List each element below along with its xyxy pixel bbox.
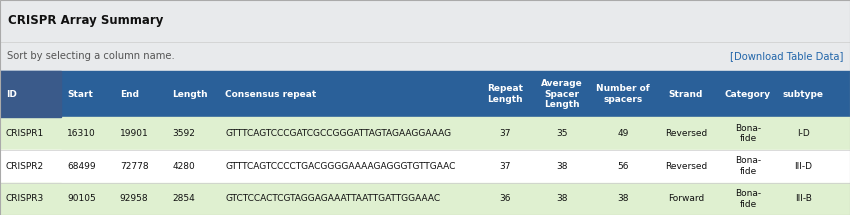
Text: End: End [120,90,139,98]
Text: III-B: III-B [795,194,812,203]
Text: GTTTCAGTCCCGATCGCCGGGATTAGTAGAAGGAAAG: GTTTCAGTCCCGATCGCCGGGATTAGTAGAAGGAAAG [225,129,451,138]
Text: 19901: 19901 [120,129,149,138]
Text: 3592: 3592 [173,129,196,138]
Text: 36: 36 [499,194,511,203]
Bar [0,183,61,215]
Text: Sort by selecting a column name.: Sort by selecting a column name. [7,51,174,61]
Text: Repeat
Length: Repeat Length [487,84,523,104]
Text: 38: 38 [556,194,568,203]
Text: 38: 38 [556,162,568,171]
Bar [0,117,61,150]
Bar [0,71,61,117]
Text: CRISPR3: CRISPR3 [6,194,44,203]
Text: 37: 37 [499,162,511,171]
Text: Average
Spacer
Length: Average Spacer Length [541,79,583,109]
Text: Reversed: Reversed [665,162,707,171]
Bar [0,183,850,215]
Text: 2854: 2854 [173,194,196,203]
Text: 4280: 4280 [173,162,196,171]
Text: 56: 56 [617,162,629,171]
Bar [0,71,850,117]
Bar [0,0,850,71]
Text: Bona-
fide: Bona- fide [735,157,761,176]
Bar [0,150,61,183]
Text: Start: Start [67,90,93,98]
Text: Length: Length [173,90,208,98]
Bar [0,117,850,150]
Text: 68499: 68499 [67,162,96,171]
Text: 92958: 92958 [120,194,149,203]
Text: CRISPR1: CRISPR1 [6,129,44,138]
Text: 38: 38 [617,194,629,203]
Text: III-D: III-D [794,162,813,171]
Text: Forward: Forward [668,194,704,203]
Text: GTCTCCACTCGTAGGAGAAATTAATTGATTGGAAAC: GTCTCCACTCGTAGGAGAAATTAATTGATTGGAAAC [225,194,440,203]
Text: 37: 37 [499,129,511,138]
Text: Number of
spacers: Number of spacers [596,84,650,104]
Text: 90105: 90105 [67,194,96,203]
Text: GTTTCAGTCCCCTGACGGGGAAAAGAGGGTGTTGAAC: GTTTCAGTCCCCTGACGGGGAAAAGAGGGTGTTGAAC [225,162,456,171]
Text: I-D: I-D [796,129,809,138]
Text: ID: ID [6,90,17,98]
Text: Bona-
fide: Bona- fide [735,124,761,143]
Text: CRISPR Array Summary: CRISPR Array Summary [8,14,164,28]
Text: 35: 35 [556,129,568,138]
Text: Consensus repeat: Consensus repeat [225,90,316,98]
Text: Reversed: Reversed [665,129,707,138]
Text: Category: Category [725,90,771,98]
Text: 16310: 16310 [67,129,96,138]
Text: 49: 49 [617,129,629,138]
Text: [Download Table Data]: [Download Table Data] [730,51,843,61]
Text: 72778: 72778 [120,162,149,171]
Text: Strand: Strand [669,90,703,98]
Text: CRISPR2: CRISPR2 [6,162,44,171]
Text: subtype: subtype [783,90,824,98]
Bar [0,150,850,183]
Text: Bona-
fide: Bona- fide [735,189,761,209]
